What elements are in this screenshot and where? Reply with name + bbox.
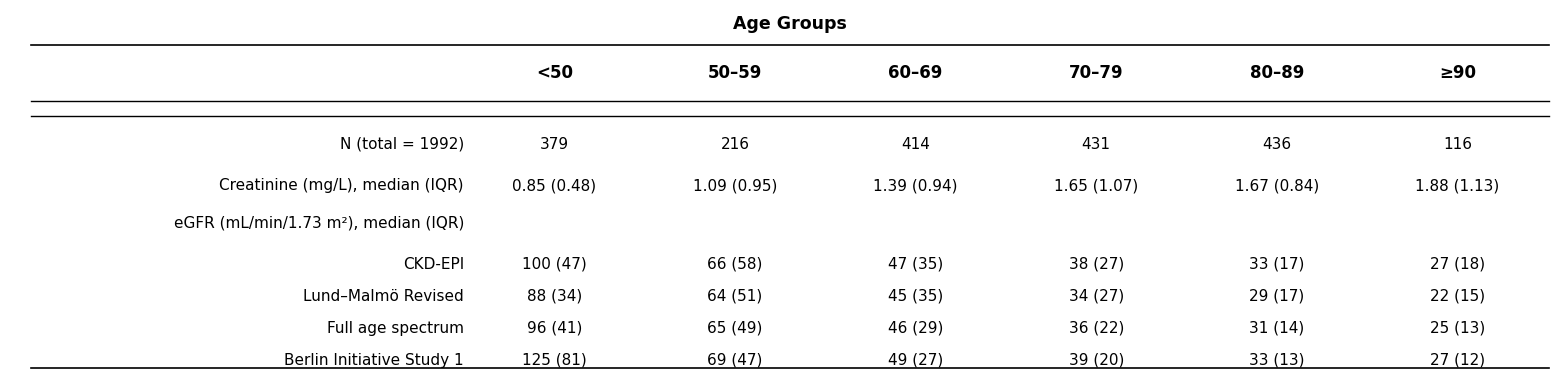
Text: 46 (29): 46 (29) (887, 321, 944, 336)
Text: Lund–Malmö Revised: Lund–Malmö Revised (304, 289, 463, 304)
Text: 60–69: 60–69 (889, 64, 942, 82)
Text: 69 (47): 69 (47) (707, 352, 762, 368)
Text: 64 (51): 64 (51) (707, 289, 762, 304)
Text: 1.39 (0.94): 1.39 (0.94) (873, 178, 958, 193)
Text: 1.09 (0.95): 1.09 (0.95) (693, 178, 778, 193)
Text: Creatinine (mg/L), median (IQR): Creatinine (mg/L), median (IQR) (219, 178, 463, 193)
Text: 216: 216 (720, 137, 750, 152)
Text: 100 (47): 100 (47) (521, 257, 587, 272)
Text: 39 (20): 39 (20) (1069, 352, 1124, 368)
Text: 116: 116 (1443, 137, 1473, 152)
Text: eGFR (mL/min/1.73 m²), median (IQR): eGFR (mL/min/1.73 m²), median (IQR) (174, 216, 463, 231)
Text: 50–59: 50–59 (707, 64, 762, 82)
Text: 36 (22): 36 (22) (1069, 321, 1124, 336)
Text: Full age spectrum: Full age spectrum (327, 321, 463, 336)
Text: 1.65 (1.07): 1.65 (1.07) (1055, 178, 1138, 193)
Text: Berlin Initiative Study 1: Berlin Initiative Study 1 (285, 352, 463, 368)
Text: 29 (17): 29 (17) (1249, 289, 1305, 304)
Text: 65 (49): 65 (49) (707, 321, 762, 336)
Text: 379: 379 (540, 137, 568, 152)
Text: 27 (12): 27 (12) (1430, 352, 1485, 368)
Text: 66 (58): 66 (58) (707, 257, 762, 272)
Text: 431: 431 (1081, 137, 1111, 152)
Text: 414: 414 (901, 137, 930, 152)
Text: 33 (17): 33 (17) (1249, 257, 1305, 272)
Text: 31 (14): 31 (14) (1249, 321, 1305, 336)
Text: 96 (41): 96 (41) (526, 321, 582, 336)
Text: 80–89: 80–89 (1250, 64, 1304, 82)
Text: 436: 436 (1263, 137, 1291, 152)
Text: 0.85 (0.48): 0.85 (0.48) (512, 178, 596, 193)
Text: 47 (35): 47 (35) (887, 257, 944, 272)
Text: 22 (15): 22 (15) (1430, 289, 1485, 304)
Text: ≥90: ≥90 (1438, 64, 1476, 82)
Text: 27 (18): 27 (18) (1430, 257, 1485, 272)
Text: 88 (34): 88 (34) (527, 289, 582, 304)
Text: 125 (81): 125 (81) (521, 352, 587, 368)
Text: 1.88 (1.13): 1.88 (1.13) (1415, 178, 1499, 193)
Text: N (total = 1992): N (total = 1992) (340, 137, 463, 152)
Text: 1.67 (0.84): 1.67 (0.84) (1235, 178, 1319, 193)
Text: 70–79: 70–79 (1069, 64, 1124, 82)
Text: 33 (13): 33 (13) (1249, 352, 1305, 368)
Text: 38 (27): 38 (27) (1069, 257, 1124, 272)
Text: CKD-EPI: CKD-EPI (402, 257, 463, 272)
Text: 45 (35): 45 (35) (887, 289, 944, 304)
Text: Age Groups: Age Groups (734, 15, 847, 33)
Text: 25 (13): 25 (13) (1430, 321, 1485, 336)
Text: 34 (27): 34 (27) (1069, 289, 1124, 304)
Text: 49 (27): 49 (27) (887, 352, 944, 368)
Text: <50: <50 (535, 64, 573, 82)
